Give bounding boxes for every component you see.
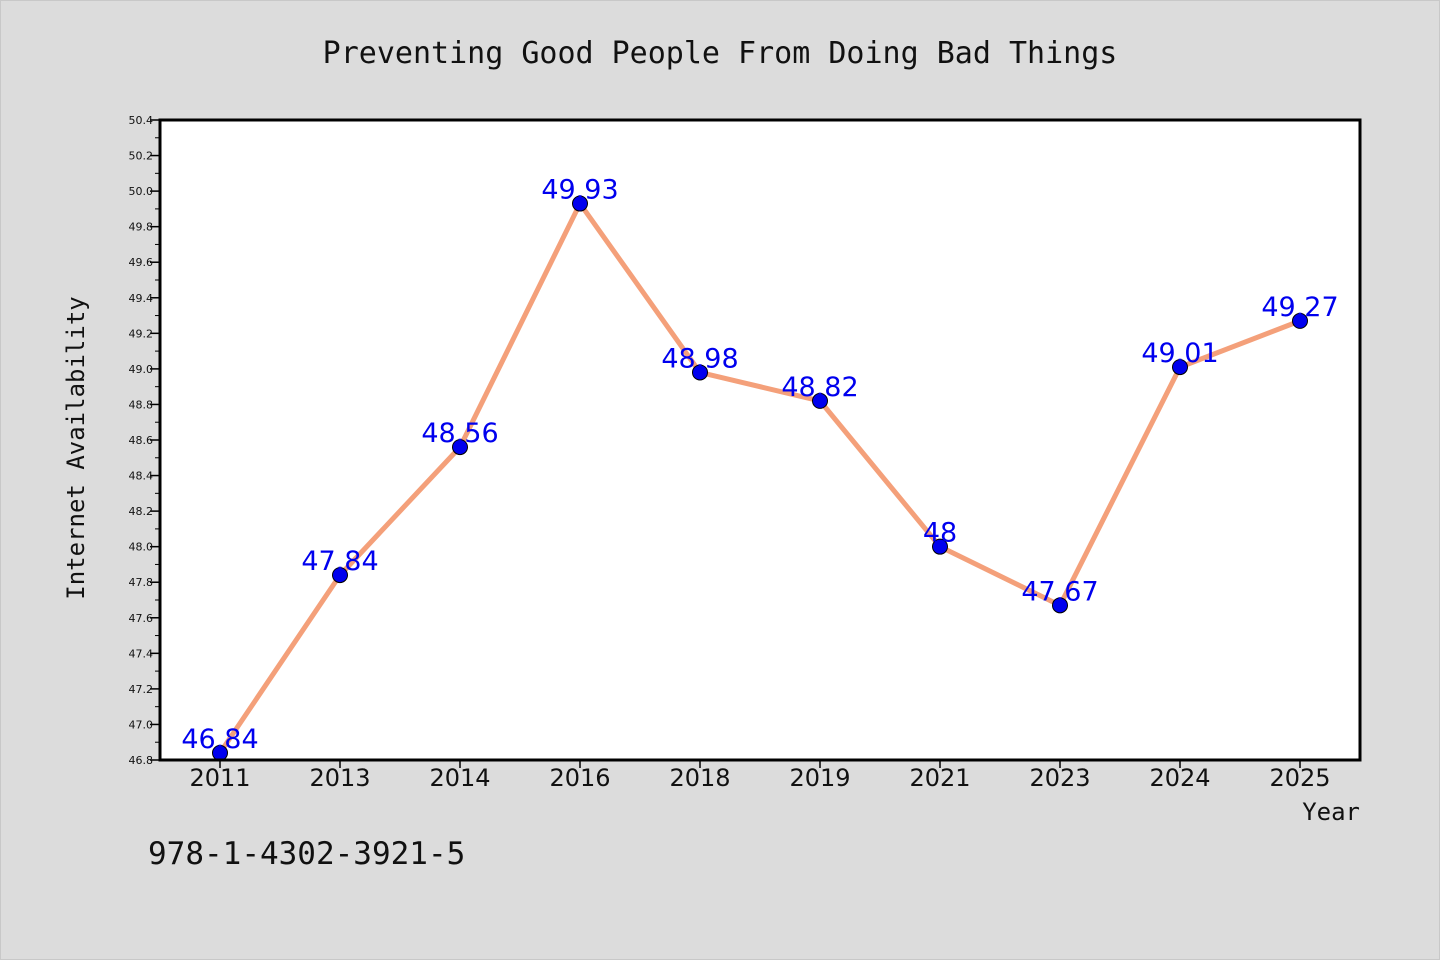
data-label: 48.82 [781,372,858,403]
x-axis-label: Year [1302,798,1360,826]
x-axis-ticks: 2011 2013 2014 2016 2018 2019 2021 2023 2024 2025 [189,760,1331,792]
y-tick-label: 48.8 [129,398,154,411]
data-point [332,567,348,584]
y-tick-label: 47.6 [129,612,154,625]
plot-area [160,120,1360,760]
data-point [692,364,708,381]
y-tick-label: 48.0 [129,541,154,554]
y-tick-label: 47.4 [129,647,154,660]
data-point [572,195,588,212]
y-tick-label: 47.8 [129,576,154,589]
x-tick-label: 2025 [1269,764,1330,792]
y-tick-label: 48.2 [129,505,154,518]
x-tick-label: 2013 [309,764,370,792]
data-label: 49.93 [541,175,618,206]
y-tick-label: 50.4 [129,114,154,127]
y-tick-label: 47.0 [129,718,154,731]
y-tick-label: 50.2 [129,150,154,163]
y-axis-ticks: 46.8 47.0 47.2 47.4 47.6 47.8 48.0 48.2 48.4 48.6… [129,114,160,767]
y-tick-label: 49.6 [129,256,154,269]
chart-title: Preventing Good People From Doing Bad Th… [323,36,1118,71]
data-point [932,538,948,555]
data-label: 47.84 [301,546,378,577]
y-tick-label: 49.8 [129,221,154,234]
data-label: 49.27 [1261,292,1338,323]
data-point [452,439,468,456]
x-tick-label: 2023 [1029,764,1090,792]
data-label: 48 [923,518,957,549]
y-tick-label: 49.4 [129,292,154,305]
y-tick-label: 48.6 [129,434,154,447]
y-tick-label: 48.4 [129,470,154,483]
y-tick-label: 50.0 [129,185,154,198]
x-tick-label: 2024 [1149,764,1210,792]
y-tick-label: 46.8 [129,754,154,767]
y-axis-label: Internet Availability [62,296,90,599]
data-label: 46.84 [181,724,258,755]
data-point [1052,597,1068,614]
x-tick-label: 2016 [549,764,610,792]
x-tick-label: 2014 [429,764,490,792]
isbn-footer: 978-1-4302-3921-5 [148,836,465,872]
series-line [217,201,1303,756]
plot-frame [158,118,1362,762]
y-tick-label: 49.0 [129,363,154,376]
data-point [1292,312,1308,329]
x-tick-label: 2021 [909,764,970,792]
data-label: 48.56 [421,418,498,449]
data-point [812,392,828,409]
data-label: 49.01 [1141,338,1218,369]
data-label: 48.98 [661,343,738,374]
data-label: 47.67 [1021,576,1098,607]
x-tick-label: 2018 [669,764,730,792]
x-tick-label: 2011 [189,764,250,792]
x-tick-label: 2019 [789,764,850,792]
data-point [1172,359,1188,376]
series-layer: 46.84 47.84 48.56 49.93 48.98 48.82 48 47.67 49.… [181,175,1339,761]
y-tick-label: 49.2 [129,327,154,340]
y-tick-label: 47.2 [129,683,154,696]
